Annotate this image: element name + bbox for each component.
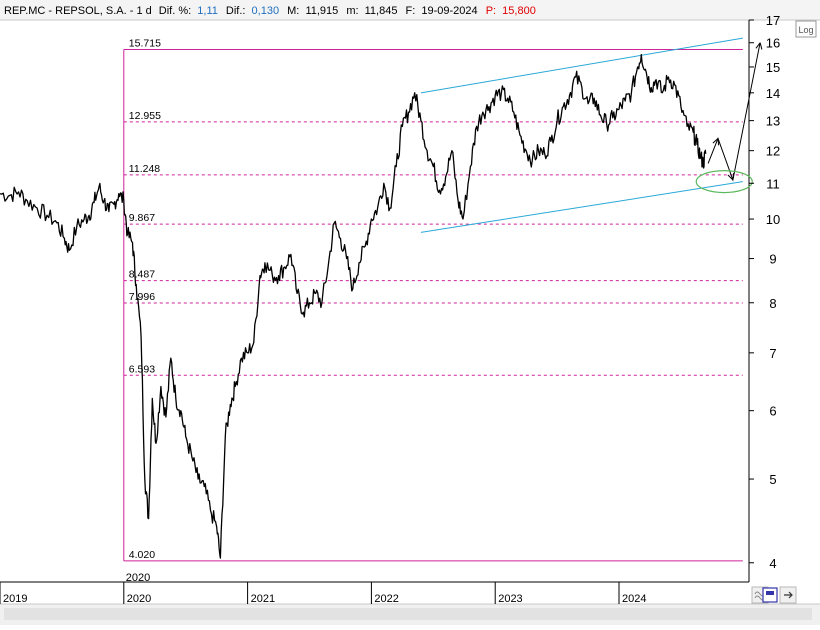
projection-arrows (695, 42, 763, 194)
header-dif-pct-label: Dif. %: (159, 5, 191, 17)
y-tick-label-6: 6 (769, 404, 776, 419)
scrollbar-thumb[interactable] (4, 608, 812, 620)
y-tick-label-7: 7 (769, 346, 776, 361)
y-tick-label-10: 10 (766, 212, 780, 227)
projection-path (707, 42, 761, 182)
header-low-label: m: (346, 5, 358, 17)
log-toggle-button[interactable]: Log (795, 20, 817, 38)
log-toggle-label: Log (798, 25, 813, 35)
x-axis: 2019 2020 2021 2022 2023 2024 2020 (0, 572, 646, 605)
x-tick-label-2020: 2020 (127, 593, 151, 605)
header-date-value: 19-09-2024 (421, 5, 477, 17)
channel-upper-line (420, 37, 743, 94)
header-high-value: 11,915 (305, 5, 338, 17)
y-tick-label-15: 15 (766, 60, 780, 75)
header-date-label: F: (406, 5, 416, 17)
x-tick-label-2021: 2021 (251, 593, 275, 605)
header-low-value: 11,845 (365, 5, 398, 17)
level-label-5: 7.996 (129, 291, 155, 303)
period-marker-label: 2020 (126, 572, 150, 584)
x-tick-label-2023: 2023 (498, 593, 522, 605)
x-tick-label-2019: 2019 (3, 593, 27, 605)
y-tick-label-13: 13 (766, 114, 780, 129)
header-bar (0, 0, 820, 20)
projection-arrowhead-3 (755, 42, 763, 50)
y-tick-label-14: 14 (766, 86, 780, 101)
header-price-label: P: (486, 5, 496, 17)
x-tick-label-2022: 2022 (374, 593, 398, 605)
level-label-0: 15.715 (129, 37, 161, 49)
scroll-arrow-icon[interactable] (779, 586, 797, 604)
y-tick-label-12: 12 (766, 144, 780, 159)
level-label-2: 11.248 (129, 163, 160, 175)
y-tick-label-9: 9 (769, 252, 776, 267)
y-tick-label-4: 4 (769, 556, 776, 571)
y-tick-label-8: 8 (769, 296, 776, 311)
fibonacci-levels: 15.71512.95511.2489.8678.4877.9966.5934.… (123, 37, 743, 562)
header-price-value: 15,800 (502, 5, 536, 17)
level-label-1: 12.955 (129, 110, 161, 122)
level-label-7: 4.020 (129, 549, 155, 561)
header-high-label: M: (287, 5, 299, 17)
price-line-0 (0, 54, 707, 559)
price-series (0, 54, 707, 559)
projection-arrowhead-1 (712, 137, 720, 146)
target-ellipse (695, 169, 753, 194)
page-layout-icon[interactable] (762, 587, 778, 603)
level-label-4: 8.487 (129, 269, 155, 281)
y-tick-label-17: 17 (766, 13, 780, 28)
level-label-3: 9.867 (129, 212, 155, 224)
header-info: REP.MC - REPSOL, S.A. - 1 d Dif. %: 1,11… (4, 5, 536, 17)
x-tick-label-2024: 2024 (622, 593, 646, 605)
header-dif-value: 0,130 (252, 5, 280, 17)
y-tick-label-16: 16 (766, 36, 780, 51)
y-tick-label-11: 11 (766, 176, 780, 191)
y-axis: 4 5 6 7 8 9 10 11 12 13 14 15 16 17 (749, 13, 780, 571)
y-tick-label-5: 5 (769, 472, 776, 487)
trend-channel (420, 37, 743, 233)
header-symbol: REP.MC - REPSOL, S.A. - 1 d (4, 5, 152, 17)
header-dif-pct-value: 1,11 (197, 5, 218, 17)
channel-lower-line (420, 181, 743, 233)
projection-arrowhead-2 (727, 172, 735, 181)
header-dif-label: Dif.: (226, 5, 246, 17)
